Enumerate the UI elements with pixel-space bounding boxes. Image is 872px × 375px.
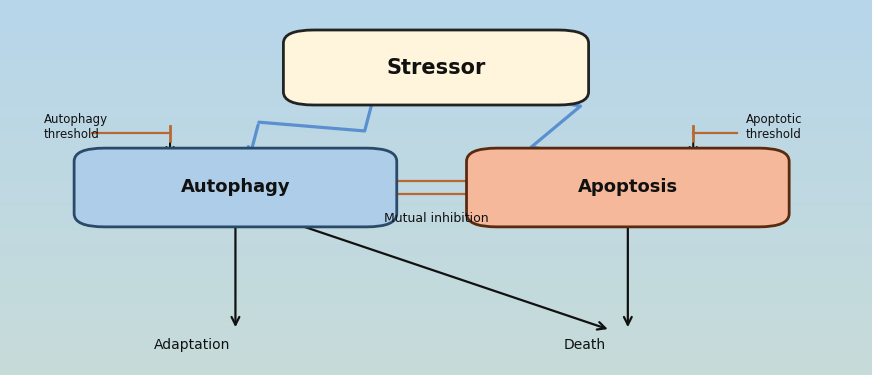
Text: Apoptotic
threshold: Apoptotic threshold — [746, 114, 802, 141]
Text: Apoptosis: Apoptosis — [578, 178, 678, 196]
FancyBboxPatch shape — [467, 148, 789, 227]
FancyBboxPatch shape — [283, 30, 589, 105]
Text: Adaptation: Adaptation — [153, 338, 230, 352]
Text: Stressor: Stressor — [386, 57, 486, 78]
Text: Autophagy
threshold: Autophagy threshold — [44, 114, 108, 141]
FancyBboxPatch shape — [74, 148, 397, 227]
Text: Autophagy: Autophagy — [181, 178, 290, 196]
Text: Mutual inhibition: Mutual inhibition — [384, 212, 488, 225]
Text: Death: Death — [563, 338, 605, 352]
